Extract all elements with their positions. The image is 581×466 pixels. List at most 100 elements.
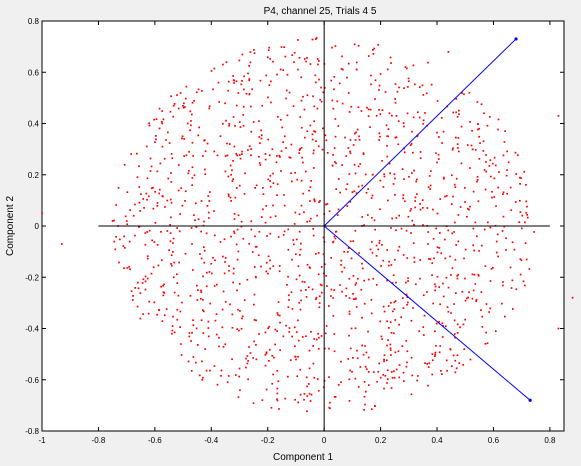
data-point: [207, 320, 210, 323]
data-point: [134, 234, 136, 237]
data-point: [395, 115, 398, 117]
data-point: [240, 327, 243, 330]
data-point: [306, 410, 308, 413]
data-point: [345, 295, 347, 297]
data-point: [394, 101, 397, 104]
data-point: [435, 344, 437, 347]
data-point: [276, 392, 279, 395]
data-point: [169, 240, 172, 243]
data-point: [495, 240, 498, 243]
data-point: [122, 245, 125, 247]
data-point: [326, 203, 329, 205]
data-point: [209, 191, 211, 193]
data-point: [483, 112, 485, 115]
data-point: [349, 347, 352, 350]
data-point: [207, 335, 210, 338]
data-point: [456, 143, 459, 145]
data-point: [276, 73, 278, 76]
data-point: [236, 289, 238, 292]
data-point: [485, 154, 487, 156]
data-point: [444, 195, 446, 198]
data-point: [346, 76, 348, 79]
data-point: [478, 250, 480, 252]
data-point: [488, 165, 491, 167]
data-point: [299, 248, 302, 251]
data-point: [475, 300, 478, 302]
data-point: [269, 267, 271, 270]
data-point: [352, 298, 355, 300]
data-point: [392, 274, 395, 277]
data-point: [282, 335, 285, 338]
data-point: [419, 277, 421, 280]
data-point: [393, 376, 396, 379]
data-point: [382, 374, 385, 376]
data-point: [409, 144, 412, 146]
data-point: [140, 193, 142, 195]
data-point: [309, 217, 312, 220]
chart-title: P4, channel 25, Trials 4 5: [264, 6, 377, 17]
data-point: [305, 376, 308, 379]
data-point: [484, 188, 487, 191]
data-point: [267, 138, 269, 141]
data-point: [183, 155, 185, 157]
data-point: [297, 319, 299, 322]
data-point: [350, 105, 353, 108]
data-point: [167, 177, 170, 180]
data-point: [264, 158, 267, 161]
data-point: [370, 312, 373, 315]
data-point: [298, 152, 300, 154]
data-point: [250, 154, 252, 157]
data-point: [118, 261, 120, 264]
data-point: [388, 260, 390, 263]
data-point: [351, 370, 353, 373]
data-point: [438, 247, 441, 249]
data-point: [383, 387, 385, 390]
data-point: [311, 138, 314, 141]
data-point: [318, 295, 321, 298]
data-point: [232, 75, 234, 77]
data-point: [333, 350, 336, 353]
data-point: [441, 336, 444, 338]
data-point: [436, 100, 439, 102]
data-point: [173, 261, 176, 264]
data-point: [180, 354, 183, 356]
data-point: [313, 376, 316, 379]
data-point: [413, 169, 415, 172]
data-point: [222, 122, 224, 125]
data-point: [155, 138, 157, 141]
data-point: [316, 58, 319, 60]
data-point: [268, 154, 271, 157]
data-point: [502, 281, 504, 283]
data-point: [287, 375, 289, 378]
data-point: [179, 92, 182, 94]
data-point: [359, 366, 362, 368]
data-point: [155, 135, 157, 137]
data-point: [367, 278, 370, 281]
data-point: [185, 85, 188, 88]
data-point: [306, 57, 308, 59]
data-point: [214, 319, 217, 322]
data-point: [453, 319, 456, 322]
data-point: [363, 279, 365, 282]
data-point: [302, 161, 304, 164]
data-point: [348, 313, 351, 315]
data-point: [453, 333, 456, 335]
data-point: [304, 136, 306, 139]
data-point: [276, 369, 279, 372]
data-point: [372, 277, 375, 280]
data-point: [191, 184, 193, 186]
data-point: [169, 224, 171, 226]
data-point: [294, 211, 297, 214]
data-point: [191, 113, 193, 116]
data-point: [267, 272, 269, 275]
x-tick-label: 0.6: [488, 436, 500, 445]
data-point: [426, 363, 429, 365]
data-point: [170, 153, 173, 155]
data-point: [410, 232, 412, 234]
data-point: [247, 149, 249, 151]
data-point: [291, 258, 293, 261]
data-point: [336, 100, 339, 103]
data-point: [298, 149, 301, 151]
data-point: [338, 82, 341, 85]
data-point: [349, 139, 352, 141]
